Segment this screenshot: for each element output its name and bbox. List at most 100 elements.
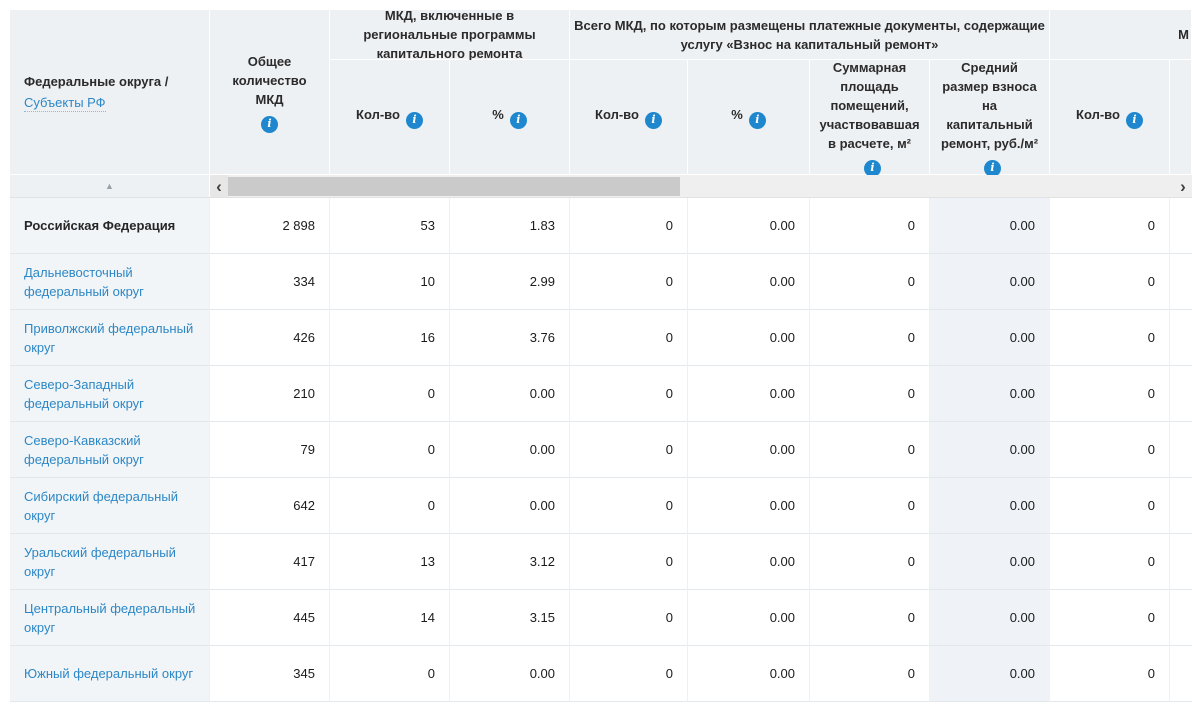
value-cell: 0.00 [930, 478, 1050, 534]
value-cell: 0 [1050, 366, 1170, 422]
region-link: Российская Федерация [24, 216, 175, 235]
value-cell: 0 [570, 646, 688, 702]
value-cell: 16 [330, 310, 450, 366]
info-icon[interactable]: i [749, 112, 766, 129]
region-cell: Уральский федеральный округ [10, 534, 210, 590]
column-label: Кол-во [356, 107, 400, 122]
overflow-cell [1170, 310, 1192, 366]
value-cell: 0 [1050, 590, 1170, 646]
region-link[interactable]: Дальневосточный федеральный округ [24, 263, 199, 301]
value-cell: 0 [810, 198, 930, 254]
value-cell: 13 [330, 534, 450, 590]
info-icon[interactable]: i [406, 112, 423, 129]
value-cell: 334 [210, 254, 330, 310]
column-header-billed-count: Кол-во i [570, 60, 688, 175]
value-cell: 0.00 [688, 534, 810, 590]
value-cell: 0 [570, 310, 688, 366]
value-cell: 0 [330, 422, 450, 478]
region-link[interactable]: Уральский федеральный округ [24, 543, 199, 581]
value-cell: 10 [330, 254, 450, 310]
column-label: % [731, 107, 743, 122]
value-cell: 0.00 [450, 478, 570, 534]
subjects-rf-link[interactable]: Субъекты РФ [24, 94, 106, 112]
region-cell: Приволжский федеральный округ [10, 310, 210, 366]
info-icon[interactable]: i [864, 160, 881, 177]
info-icon[interactable]: i [261, 116, 278, 133]
value-cell: 0.00 [930, 310, 1050, 366]
value-cell: 0 [1050, 310, 1170, 366]
region-link[interactable]: Южный федеральный округ [24, 664, 193, 683]
value-cell: 0 [810, 590, 930, 646]
value-cell: 0.00 [930, 254, 1050, 310]
value-cell: 0 [810, 422, 930, 478]
value-cell: 0 [1050, 422, 1170, 478]
value-cell: 426 [210, 310, 330, 366]
overflow-cell [1170, 254, 1192, 310]
value-cell: 0 [810, 478, 930, 534]
group-label: МКД, включенные в региональные программы… [342, 6, 557, 63]
value-cell: 0 [810, 310, 930, 366]
info-icon[interactable]: i [984, 160, 1001, 177]
capital-repair-report-table: Федеральные округа / Субъекты РФ Общее к… [10, 10, 1192, 702]
value-cell: 0.00 [688, 478, 810, 534]
value-cell: 0.00 [688, 366, 810, 422]
value-cell: 642 [210, 478, 330, 534]
column-label: Кол-во [595, 107, 639, 122]
value-cell: 345 [210, 646, 330, 702]
column-header-overflow [1170, 60, 1192, 175]
column-label: Средний размер взноса на капитальный рем… [941, 60, 1038, 151]
total-mkd-label: Общее количество МКД [220, 52, 319, 109]
group-label: Всего МКД, по которым размещены платежны… [574, 16, 1045, 54]
region-link[interactable]: Приволжский федеральный округ [24, 319, 199, 357]
region-link[interactable]: Северо-Кавказский федеральный округ [24, 431, 199, 469]
sort-ascending-icon[interactable]: ▲ [105, 182, 114, 191]
table-row: Уральский федеральный округ 417 13 3.12 … [10, 534, 1192, 590]
table-row: Северо-Кавказский федеральный округ 79 0… [10, 422, 1192, 478]
info-icon[interactable]: i [1126, 112, 1143, 129]
info-icon[interactable]: i [510, 112, 527, 129]
region-cell: Сибирский федеральный округ [10, 478, 210, 534]
sort-cell: ▲ [10, 175, 210, 197]
value-cell: 0 [330, 646, 450, 702]
value-cell: 1.83 [450, 198, 570, 254]
value-cell: 0.00 [688, 310, 810, 366]
scrollbar-thumb[interactable] [228, 177, 680, 196]
region-link[interactable]: Северо-Западный федеральный округ [24, 375, 199, 413]
value-cell: 0.00 [930, 366, 1050, 422]
value-cell: 0.00 [688, 198, 810, 254]
overflow-cell [1170, 478, 1192, 534]
value-cell: 0.00 [930, 422, 1050, 478]
table-row: Российская Федерация 2 898 53 1.83 0 0.0… [10, 198, 1192, 254]
region-cell: Дальневосточный федеральный округ [10, 254, 210, 310]
group-header-regional-programs: МКД, включенные в региональные программы… [330, 10, 570, 60]
column-header-included-count: Кол-во i [330, 60, 450, 175]
value-cell: 0.00 [688, 422, 810, 478]
table-body: Российская Федерация 2 898 53 1.83 0 0.0… [10, 198, 1192, 702]
horizontal-scrollbar[interactable]: ‹ › [210, 175, 1192, 197]
value-cell: 0.00 [450, 646, 570, 702]
region-link[interactable]: Центральный федеральный округ [24, 599, 199, 637]
region-cell: Южный федеральный округ [10, 646, 210, 702]
value-cell: 0 [1050, 198, 1170, 254]
info-icon[interactable]: i [645, 112, 662, 129]
column-header-total-mkd: Общее количество МКД i [210, 10, 330, 175]
value-cell: 0 [810, 366, 930, 422]
region-link[interactable]: Сибирский федеральный округ [24, 487, 199, 525]
overflow-cell [1170, 534, 1192, 590]
value-cell: 0 [810, 646, 930, 702]
group-label: М [1178, 25, 1189, 44]
column-header-total-area: Суммарная площадь помещений, участвовавш… [810, 60, 930, 175]
table-row: Центральный федеральный округ 445 14 3.1… [10, 590, 1192, 646]
region-cell: Северо-Западный федеральный округ [10, 366, 210, 422]
value-cell: 0.00 [930, 198, 1050, 254]
value-cell: 0 [570, 478, 688, 534]
table-header: Федеральные округа / Субъекты РФ Общее к… [10, 10, 1192, 175]
value-cell: 3.12 [450, 534, 570, 590]
table-row: Дальневосточный федеральный округ 334 10… [10, 254, 1192, 310]
table-row: Северо-Западный федеральный округ 210 0 … [10, 366, 1192, 422]
scroll-right-button[interactable]: › [1174, 175, 1192, 197]
scroll-left-button[interactable]: ‹ [210, 175, 228, 197]
value-cell: 0 [1050, 646, 1170, 702]
value-cell: 79 [210, 422, 330, 478]
column-label: Кол-во [1076, 107, 1120, 122]
